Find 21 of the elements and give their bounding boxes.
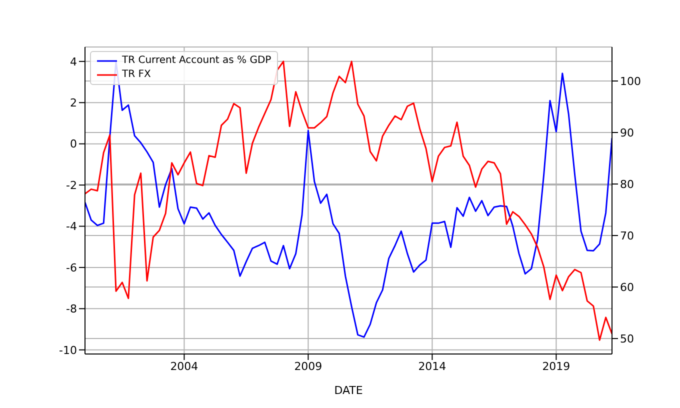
y-tick-label: -6 — [66, 261, 77, 274]
y2-tick-label: 50 — [620, 332, 634, 346]
legend-label: TR Current Account as % GDP — [122, 54, 272, 68]
x-tick-label: 2009 — [294, 360, 322, 373]
y2-tick-label: 90 — [620, 126, 634, 140]
y-tick-label: 4 — [70, 55, 77, 68]
legend-label: TR FX — [122, 68, 151, 82]
x-axis-title: DATE — [334, 384, 363, 397]
y2-tick-label: 70 — [620, 229, 634, 242]
y2-tick-label: 100 — [620, 74, 641, 88]
y-tick-label: 2 — [70, 96, 77, 110]
y2-tick-label: 80 — [620, 178, 634, 191]
y-tick-label: -2 — [66, 178, 77, 192]
y-tick-label: -8 — [66, 302, 77, 316]
y-tick-label: -10 — [59, 344, 77, 357]
y2-tick-label: 60 — [620, 280, 634, 294]
y-tick-label: 0 — [70, 138, 77, 151]
x-tick-label: 2014 — [418, 360, 446, 373]
y-tick-label: -4 — [66, 220, 77, 234]
x-tick-label: 2004 — [170, 360, 198, 373]
x-tick-label: 2019 — [542, 360, 570, 373]
